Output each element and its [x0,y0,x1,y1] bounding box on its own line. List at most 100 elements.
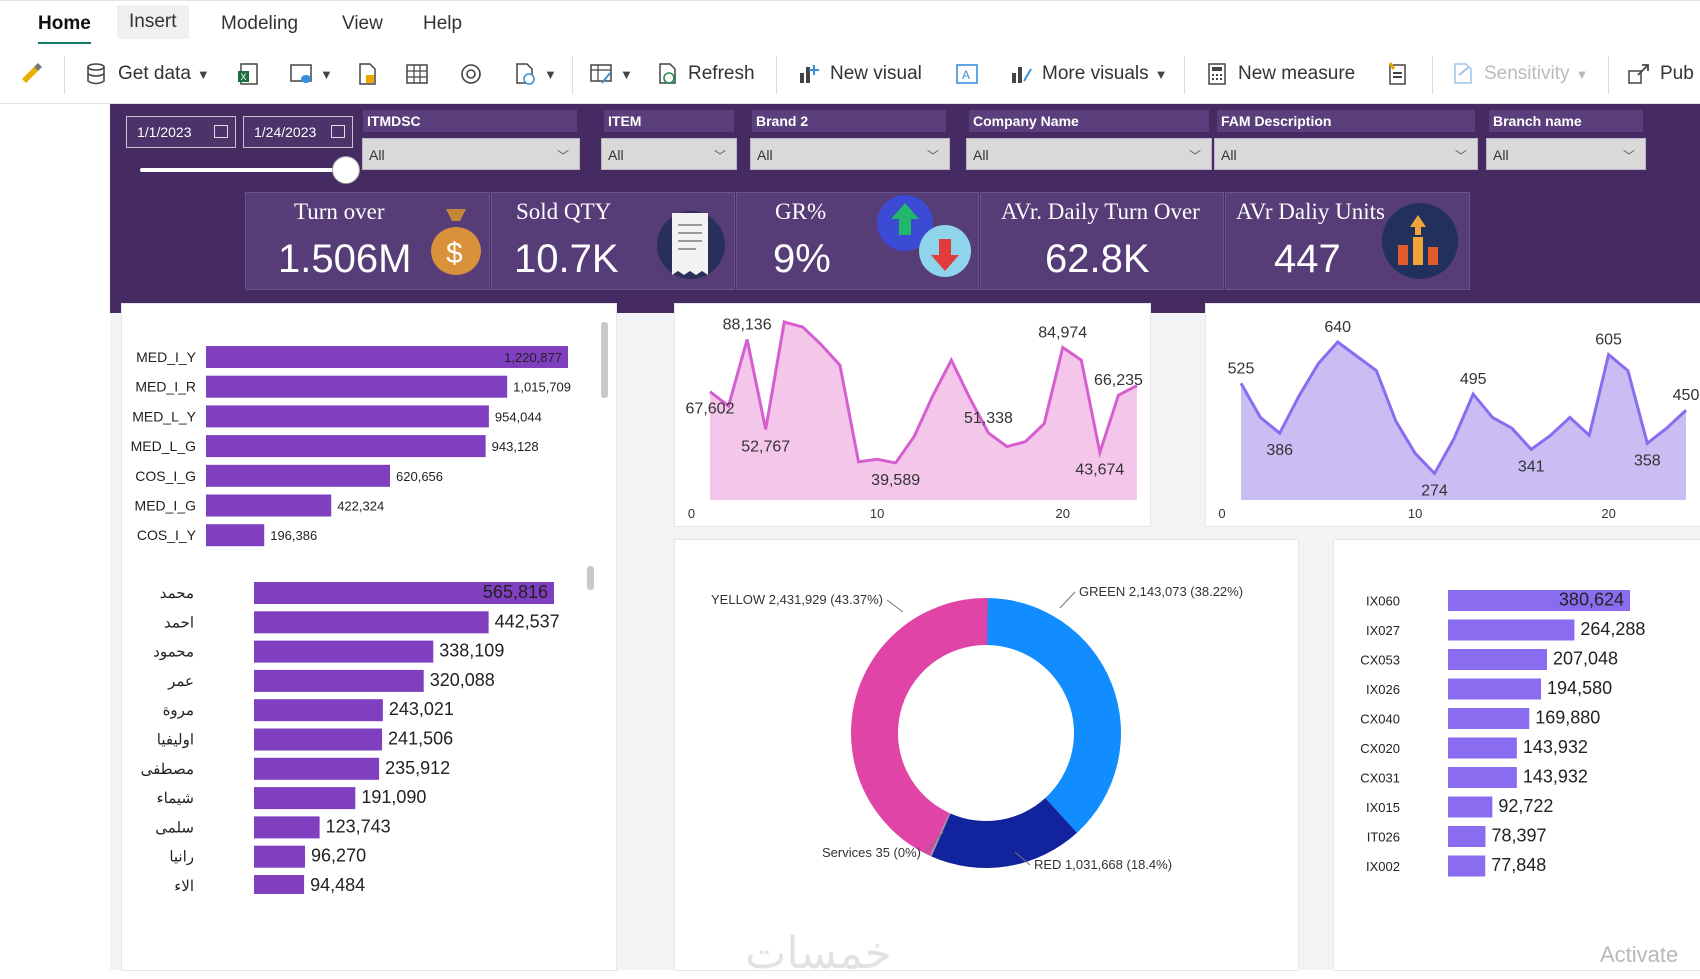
area-fill [710,322,1137,500]
new-visual-icon [800,65,819,83]
text-box-button[interactable]: A [954,58,980,90]
point-data-label: 67,602 [686,401,735,418]
date-slider-track[interactable] [140,168,352,172]
leader-line [886,599,904,613]
kpi-title: Sold QTY [516,199,612,224]
chevron-down-icon: ▼ [620,66,633,82]
bar-category-label: MED_I_R [135,379,196,395]
bar-category-label: IT026 [1367,830,1400,845]
donut-slice [931,797,1078,868]
scrollbar[interactable] [601,322,608,398]
bar [1448,855,1486,877]
new-visual-button[interactable]: New visual [796,58,922,90]
slicer-label-branch: Branch name [1489,110,1643,132]
bar-data-label: 1,015,709 [513,380,571,395]
get-data-button[interactable]: Get data ▼ [84,58,210,90]
toolbar: Get data ▼ X ▼ ▼ ▼ Refresh New visual A … [0,44,1700,104]
donut-data-label: GREEN 2,143,073 (38.22%) [1079,584,1243,599]
calendar-icon[interactable] [331,125,345,138]
bar-category-label: MED_I_G [135,498,196,514]
calendar-icon[interactable] [214,125,228,138]
slicer-brand[interactable]: All ﹀ [750,138,950,170]
point-data-label: 39,589 [871,472,920,489]
bar [1448,678,1542,700]
slicer-fam[interactable]: All ﹀ [1214,138,1478,170]
bar [254,640,434,663]
bar-data-label: 338,109 [439,641,504,661]
donut-data-label: YELLOW 2,431,929 (43.37%) [711,592,883,607]
transform-data-button[interactable]: ▼ [588,58,633,90]
tab-modeling[interactable]: Modeling [221,13,299,34]
tab-home[interactable]: Home [38,11,91,45]
bar-category-label: IX026 [1366,682,1400,697]
tab-help[interactable]: Help [423,13,463,34]
point-data-label: 341 [1518,458,1545,475]
bar [1448,767,1517,788]
dataverse-2-button[interactable] [458,58,484,90]
bar-data-label: 243,021 [389,699,454,719]
bar [1448,649,1548,670]
bar-category-label: الاء [174,878,194,894]
slicer-value: All [1493,147,1509,163]
recent-sources-button[interactable]: ▼ [512,58,557,90]
bar-data-label: 1,220,877 [504,350,562,365]
tab-view[interactable]: View [342,13,383,34]
donut-chart-panel: GREEN 2,143,073 (38.22%) RED 1,031,668 (1… [675,540,1298,978]
area-chart-units-panel: 525 386 640 274 495 341 605 358 450 0 10 20 [1206,304,1700,526]
kpi-value: 10.7K [514,237,619,281]
slicer-branch[interactable]: All ﹀ [1486,138,1646,170]
more-visuals-button[interactable]: More visuals ▼ [1008,58,1168,90]
slicer-company[interactable]: All ﹀ [966,138,1212,170]
kpi-value: 62.8K [1045,237,1150,281]
dataverse-button[interactable] [354,58,380,90]
end-date-input[interactable]: 1/24/2023 [243,116,353,148]
dataflow-button[interactable]: ▼ [288,58,333,90]
excel-icon: X [238,63,258,85]
svg-text:A: A [962,68,970,82]
enter-data-button[interactable] [404,58,430,90]
donut-chart-color: GREEN 2,143,073 (38.22%) RED 1,031,668 (1… [711,584,1243,872]
area-fill [1241,342,1686,500]
start-date-input[interactable]: 1/1/2023 [126,116,236,148]
bar-data-label: 954,044 [495,409,542,424]
scrollbar[interactable] [587,566,594,590]
bar-category-label: CX040 [1360,712,1400,727]
activate-watermark: Activate [1600,942,1679,967]
bar-category-label: COS_I_Y [137,527,197,543]
svg-text:$: $ [446,237,463,270]
bar-category-label: IX015 [1366,800,1400,815]
new-measure-button[interactable]: New measure [1204,58,1355,90]
area-chart-turnover: 67,602 88,136 52,767 39,589 51,338 84,974 43,6… [686,316,1143,521]
bar-data-label: 196,386 [270,528,317,543]
slicer-item[interactable]: All ﹀ [601,138,737,170]
bar [254,728,383,751]
bar-category-label: CX053 [1360,653,1400,668]
refresh-button[interactable]: Refresh [654,58,755,90]
bar [206,524,265,547]
bar [206,346,568,368]
bar-category-label: COS_I_G [135,468,196,484]
kpi-turn-over: Turn over 1.506M $ [245,192,490,290]
point-data-label: 51,338 [964,410,1013,427]
slicer-itmdsc[interactable]: All ﹀ [362,138,580,170]
bar [206,405,489,428]
date-slider-handle[interactable] [332,156,360,184]
x-tick-label: 10 [1408,506,1422,521]
excel-button[interactable]: X [236,58,262,90]
bar-data-label: 565,816 [483,582,548,602]
sensitivity-button[interactable]: Sensitivity ▼ [1450,58,1588,90]
percent-up-down-icon [877,195,971,277]
paint-brush-icon [22,63,42,83]
bar-data-label: 320,088 [430,670,495,690]
chevron-down-icon: ▼ [1154,66,1168,82]
bar-data-label: 92,722 [1498,796,1553,816]
bar-data-label: 235,912 [385,758,450,778]
bar-category-label: MED_L_G [131,438,196,454]
area-line [709,320,1138,465]
quick-measure-button[interactable] [1384,58,1410,90]
format-painter-button[interactable] [18,58,44,90]
file-icon [359,63,376,85]
tab-insert[interactable]: Insert [117,5,189,39]
point-data-label: 386 [1266,442,1293,459]
publish-button[interactable]: Pub [1626,58,1694,90]
